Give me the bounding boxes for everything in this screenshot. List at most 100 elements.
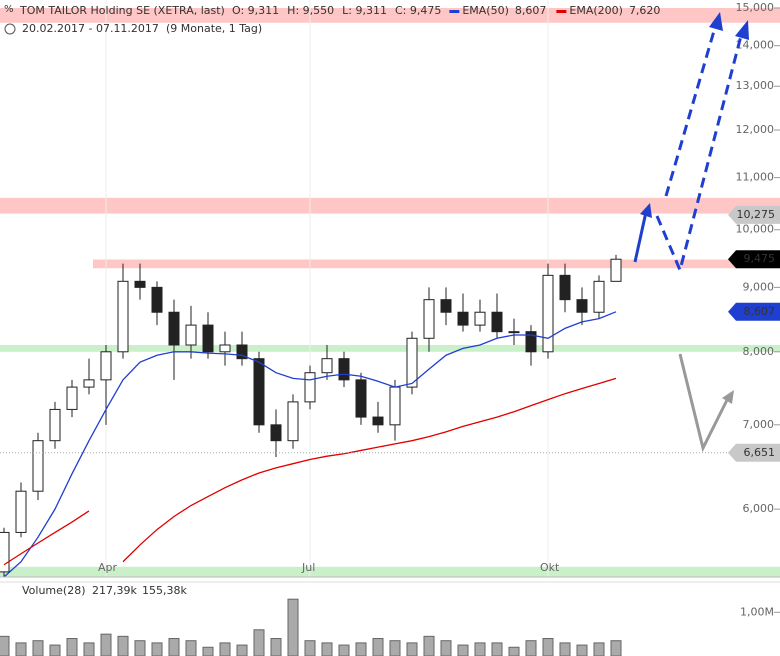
price-tag [728,443,780,462]
ohlc-label: O: 9,311 [232,4,279,17]
ohlc-label: L: 9,311 [342,4,387,17]
candle-body [491,311,503,333]
volume-bar [389,640,401,656]
volume-bar [49,644,61,656]
volume-bar [236,644,248,656]
y-tick-label: 6,000 [743,502,775,515]
candle-body [151,286,163,313]
volume-bar [610,640,622,656]
candle-body [559,274,571,301]
chart-title: TOM TAILOR Holding SE (XETRA, last) [19,4,225,17]
volume-bar [491,642,503,656]
candle-body [100,351,112,381]
candle-body [610,258,622,282]
price-zone [0,197,780,214]
volume-title: Volume(28) [22,584,86,597]
volume-bar [253,629,265,656]
volume-bar [593,642,605,656]
candle-body [576,299,588,313]
candle-body [0,531,10,573]
volume-bar [117,635,129,656]
period: 20.02.2017 - 07.11.2017 [22,22,159,35]
candle-body [372,416,384,426]
candle-body [253,358,265,426]
ema-line [3,311,617,578]
volume-bar [440,640,452,656]
candle-body [134,280,146,288]
y-tick-label: 11,000 [736,171,775,184]
legend-value: 8,607 [515,4,547,17]
ohlc-label: C: 9,475 [395,4,441,17]
candle-body [457,311,469,326]
candle-body [49,408,61,442]
price-tag-label: 6,651 [744,446,776,459]
candle-body [83,379,95,388]
price-tag-label: 8,607 [744,305,776,318]
volume-bar [576,644,588,656]
volume-bar [134,640,146,656]
candle-body [117,280,129,353]
volume-bar [270,638,282,656]
candle-body [304,372,316,403]
volume-bar [508,646,520,656]
volume-bar [338,644,350,656]
price-tag [728,302,780,321]
volume-bar [355,642,367,656]
volume-bar [542,638,554,656]
volume-bar [287,598,299,656]
volume-bar [423,635,435,656]
volume-bar [474,642,486,656]
candle-body [508,331,520,334]
volume-bar [66,638,78,656]
x-tick-label: Apr [98,561,118,574]
volume-tick-label: 1,00M [740,605,774,618]
volume-bar [151,642,163,656]
y-tick-label: 8,000 [743,345,775,358]
candle-body [270,424,282,442]
candle-body [525,331,537,353]
volume-bar [406,642,418,656]
y-tick-label: 9,000 [743,280,775,293]
price-tag-label: 9,475 [744,252,776,265]
volume-bar [168,638,180,656]
volume-label: 155,38k [142,584,187,597]
y-tick-label: 7,000 [743,418,775,431]
volume-bar [32,640,44,656]
volume-bar [372,638,384,656]
candle-body [321,358,333,374]
legend-swatch [449,10,460,13]
candle-body [406,337,418,388]
y-tick-label: 10,000 [736,223,775,236]
price-zone [0,344,780,352]
candle-body [66,386,78,410]
price-zone [0,7,780,23]
icon: % [4,4,14,15]
volume-bar [0,635,10,656]
price-zone [0,566,780,577]
volume-bar [100,633,112,656]
candle-body [236,344,248,360]
volume-bar [559,642,571,656]
volume-bar [525,640,537,656]
period-note: (9 Monate, 1 Tag) [166,22,262,35]
candle-body [593,280,605,313]
ema-line [3,377,617,566]
candle-body [389,386,401,426]
candle-body [219,344,231,353]
candle-body [440,299,452,313]
volume-bar [457,644,469,656]
candle-body [474,311,486,326]
volume-label: 217,39k [92,584,137,597]
forecast-arrows [633,12,749,453]
candle-body [15,490,27,533]
candle-body [338,358,350,381]
volume-bar [15,642,27,656]
y-tick-label: 13,000 [736,79,775,92]
x-tick-label: Okt [540,561,560,574]
volume-bar [83,642,95,656]
candle-body [32,440,44,492]
y-tick-label: 14,000 [736,39,775,52]
volume-bar [185,640,197,656]
x-tick-label: Jul [301,561,315,574]
